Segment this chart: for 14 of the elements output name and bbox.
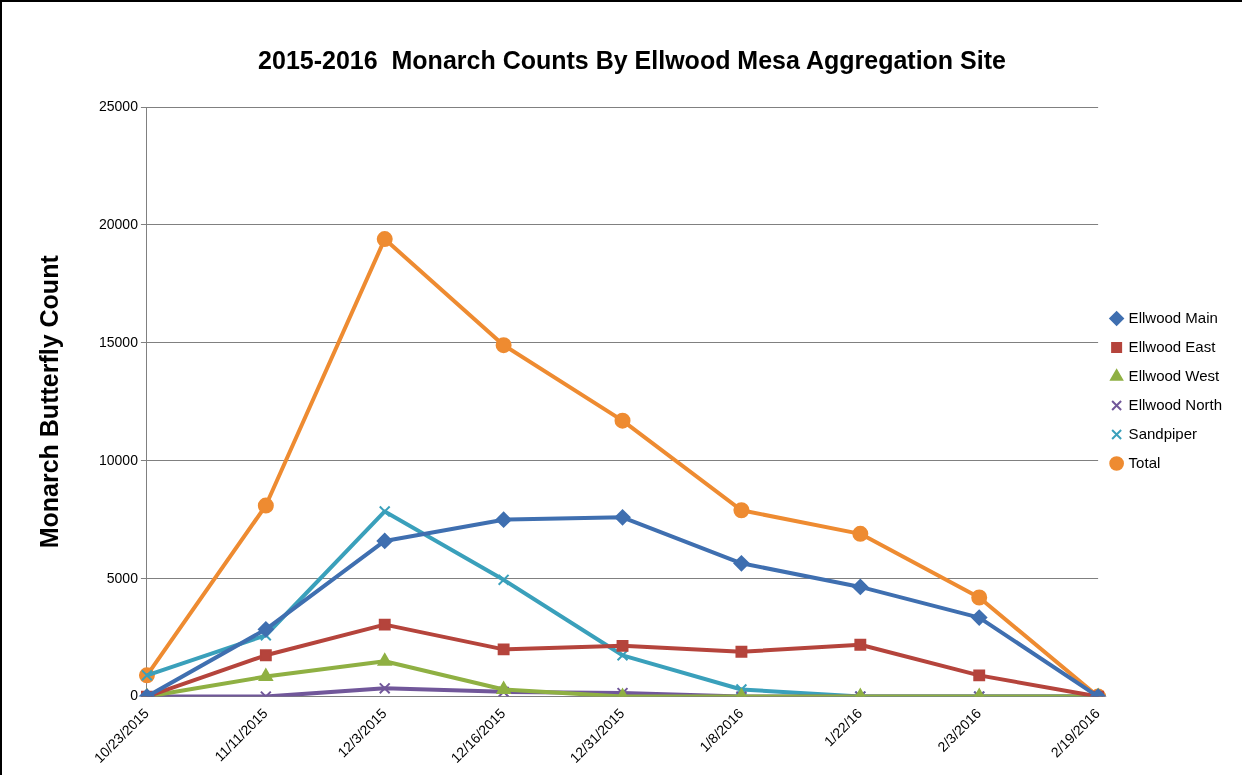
legend-label: Ellwood West	[1128, 366, 1221, 384]
legend-label: Ellwood Main	[1128, 308, 1218, 326]
y-tick-label: 0	[130, 687, 139, 704]
chart-title: 2015-2016 Monarch Counts By Ellwood Mesa Aggregation Site	[258, 45, 1007, 74]
y-tick-label: 25000	[98, 97, 139, 114]
y-tick-label: 20000	[98, 215, 139, 232]
legend-label: Ellwood North	[1128, 395, 1223, 413]
legend-label: Sandpiper	[1128, 424, 1198, 442]
y-tick-label: 15000	[98, 333, 139, 350]
y-axis-title: Monarch Butterfly Count	[34, 254, 63, 549]
y-tick-label: 10000	[98, 451, 139, 468]
legend-label: Total	[1128, 453, 1161, 471]
legend-label: Ellwood East	[1128, 337, 1217, 355]
y-tick-label: 5000	[106, 569, 139, 586]
